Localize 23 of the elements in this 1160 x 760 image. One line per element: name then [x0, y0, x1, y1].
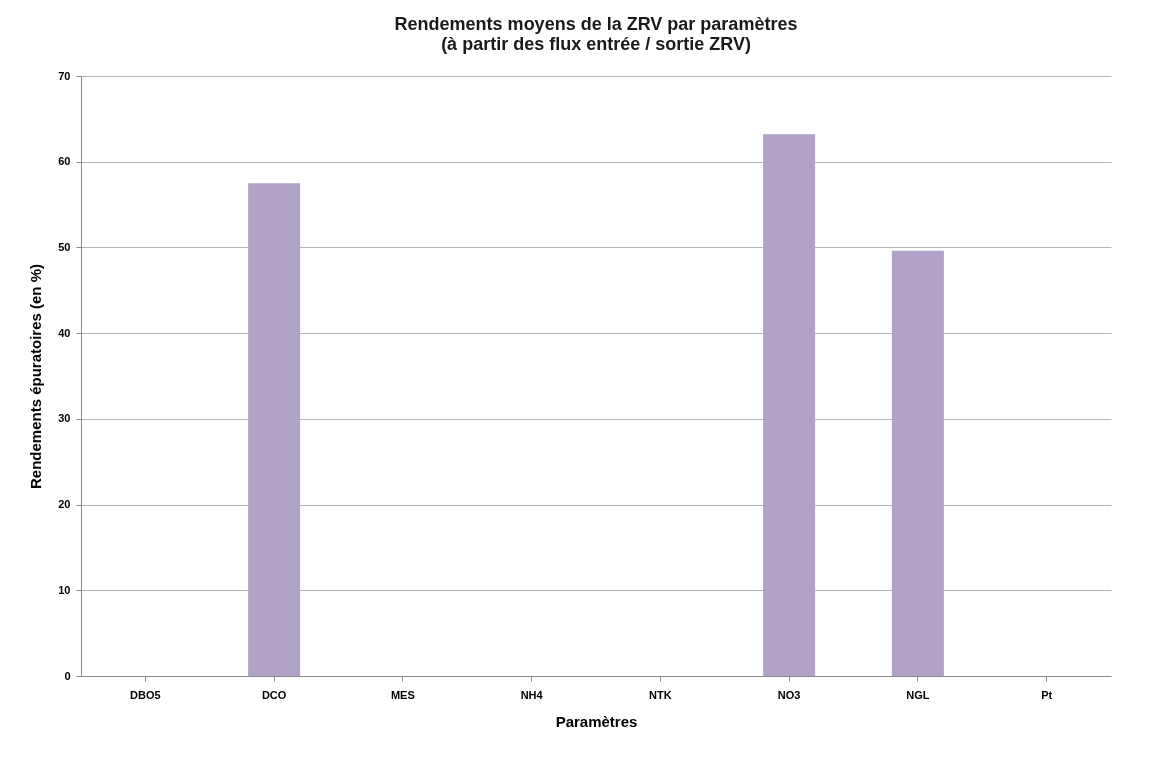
y-tick-label: 70 [58, 69, 71, 82]
x-tick-label: MES [390, 688, 415, 701]
x-tick-label: DCO [261, 688, 287, 701]
x-tick-label: NH4 [520, 688, 544, 701]
y-tick-label: 60 [58, 155, 71, 168]
y-tick-label: 0 [64, 669, 71, 682]
x-tick-label: NO3 [777, 688, 801, 701]
text: (à partir des flux entrée / sortie ZRV) [441, 34, 751, 54]
y-tick-label: 10 [58, 583, 71, 596]
x-axis-title: Paramètres [555, 712, 638, 730]
y-tick-label: 40 [58, 326, 71, 339]
bar [763, 134, 816, 676]
x-tick-label: NGL [906, 688, 930, 701]
y-tick-label: 50 [58, 240, 71, 253]
bar [891, 250, 944, 676]
y-tick-label: 20 [58, 498, 71, 511]
x-tick-label: Pt [1041, 688, 1053, 701]
bar [248, 183, 301, 676]
y-tick-label: 30 [58, 412, 71, 425]
x-tick-label: DBO5 [130, 688, 161, 701]
y-axis-title: Rendements épuratoires (en %) [27, 263, 45, 490]
text: Rendements moyens de la ZRV par paramètres [394, 14, 798, 34]
x-tick-label: NTK [649, 688, 672, 701]
